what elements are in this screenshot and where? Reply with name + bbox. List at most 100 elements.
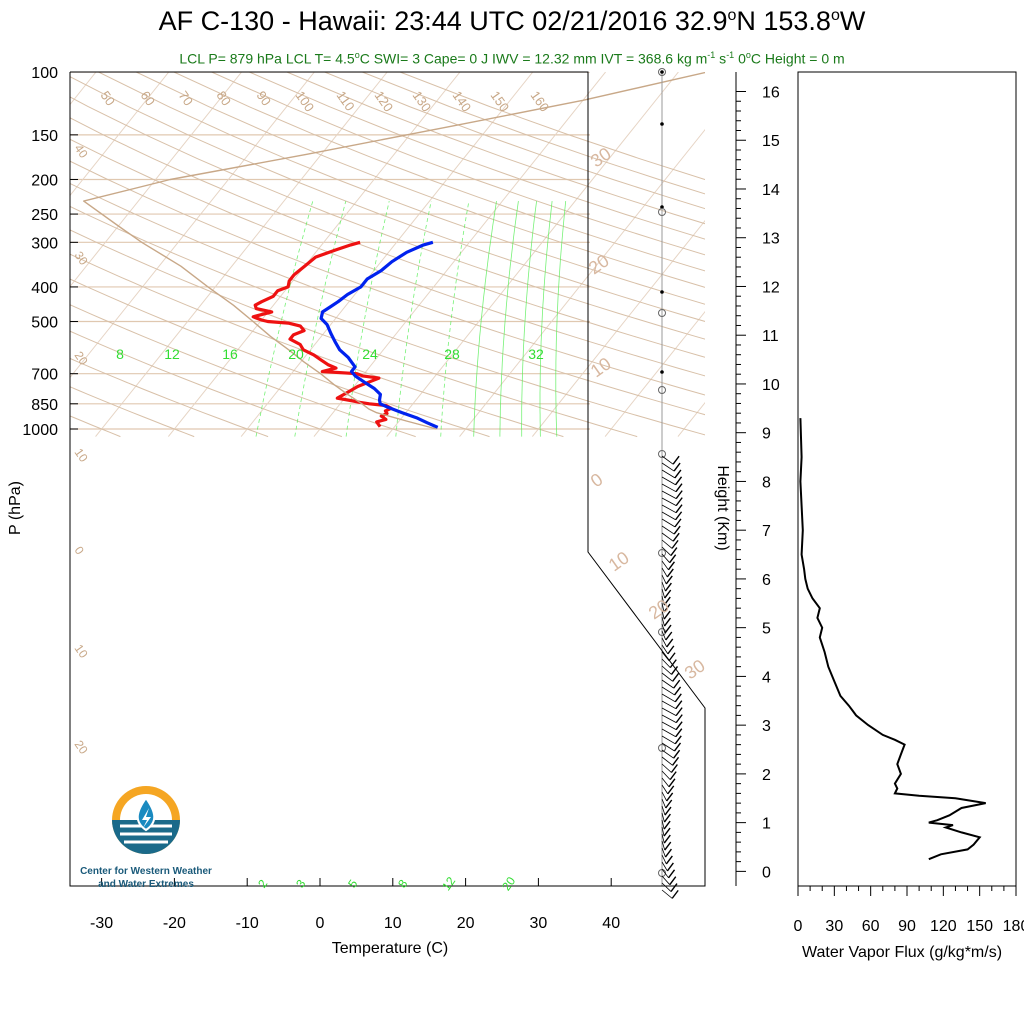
wind-barb-flag <box>664 582 672 592</box>
height-tick-label: 11 <box>762 328 779 345</box>
wind-barb-flag <box>675 700 683 710</box>
wind-barb-flag <box>673 679 681 689</box>
wind-barb-flag <box>666 862 674 872</box>
flux-axes-frame <box>797 71 1017 887</box>
isotherm <box>95 72 388 437</box>
dry-adiabat-right-label: 0 <box>587 469 607 491</box>
x-tick-label: -10 <box>236 915 259 932</box>
wind-barb <box>661 812 665 823</box>
wind-barb <box>661 847 666 858</box>
height-tick-label: 10 <box>762 377 780 394</box>
calm-dot <box>660 70 664 74</box>
wind-barb <box>661 749 674 759</box>
height-tick-label: 13 <box>762 231 780 248</box>
wind-barb-flag <box>666 792 674 802</box>
x-tick-label: 10 <box>384 915 402 932</box>
mixing-ratio-top-label: 32 <box>528 346 544 362</box>
height-tick-label: 1 <box>762 816 771 833</box>
wind-barb-flag <box>675 497 683 507</box>
cw3e-logo: Center for Western Weather and Water Ext… <box>80 786 212 890</box>
dry-adiabat-label: 150 <box>488 88 513 114</box>
wind-barb-flag <box>663 820 671 830</box>
wind-barb-flag <box>663 610 671 620</box>
wind-barb <box>661 756 673 766</box>
x-tick-label: -30 <box>90 915 113 932</box>
wind-barb <box>661 469 676 479</box>
dry-adiabat <box>70 357 269 438</box>
height-tick-label: 14 <box>762 182 780 199</box>
flux-tick-label: 120 <box>930 918 957 935</box>
wind-barb-flag <box>663 617 672 627</box>
mixing-ratio-top-label: 28 <box>444 346 460 362</box>
wind-barb <box>661 644 669 655</box>
dry-adiabat <box>70 138 705 377</box>
wind-barb-flag <box>675 504 683 514</box>
y-tick-label: 200 <box>31 172 58 189</box>
dry-adiabat-side-label: 10 <box>72 446 91 465</box>
y-tick-label: 300 <box>31 235 58 252</box>
wind-barb-flag <box>663 813 671 823</box>
dry-adiabat <box>70 253 564 438</box>
wind-barb-flag <box>663 834 671 844</box>
y-tick-label: 250 <box>31 207 58 224</box>
flux-tick-label: 60 <box>862 918 880 935</box>
isotherm <box>70 72 242 288</box>
wind-barb-flag <box>672 672 680 682</box>
series-wv-flux <box>799 418 986 861</box>
dry-adiabat-right-label: 10 <box>605 547 633 575</box>
x-axis-label: Temperature (C) <box>332 940 448 957</box>
mixing-ratio-top-label: 20 <box>288 346 304 362</box>
wind-barb <box>661 742 675 752</box>
height-tick-label: 7 <box>762 523 771 540</box>
x-tick-label: 20 <box>457 915 475 932</box>
mixing-ratio-top-label: 24 <box>362 346 378 362</box>
wind-barb <box>661 567 668 578</box>
dry-adiabat <box>98 72 705 305</box>
mixing-ratio-top-label: 8 <box>116 346 124 362</box>
mixing-ratio-line <box>440 201 470 437</box>
calm-dot <box>660 122 664 126</box>
series-parcel <box>82 72 705 430</box>
height-axis-label: Height (Km) <box>714 465 731 550</box>
wind-barb-flag <box>665 855 673 865</box>
wind-barb-flag <box>665 631 673 641</box>
wind-barb <box>661 553 670 563</box>
wind-barb-flag <box>675 511 683 521</box>
calm-dot <box>660 370 664 374</box>
wind-barb <box>661 672 673 682</box>
wind-barb-flag <box>664 806 672 816</box>
isotherm <box>531 219 705 437</box>
isotherm <box>0 72 23 437</box>
y-tick-label: 150 <box>31 128 58 145</box>
height-tick-label: 0 <box>762 864 771 881</box>
sounding-stats-subtitle: LCL P= 879 hPa LCL T= 4.5oC SWI= 3 Cape=… <box>179 50 845 67</box>
wind-barb-flag <box>673 749 681 759</box>
dry-adiabat <box>70 96 705 340</box>
wind-barb <box>661 714 677 723</box>
wind-barb <box>661 574 667 585</box>
wind-barb-flag <box>674 518 682 528</box>
wind-barb-flag <box>667 785 675 795</box>
wind-barb-flag <box>670 547 678 556</box>
isotherm <box>167 72 461 437</box>
dry-adiabat-label: 50 <box>98 88 119 108</box>
wind-barb-flag <box>675 707 683 717</box>
wind-barb <box>661 875 671 885</box>
logo-text-line1: Center for Western Weather <box>80 866 212 877</box>
wind-barb <box>661 518 676 528</box>
height-tick-label: 8 <box>762 474 771 491</box>
y-tick-label: 850 <box>31 397 58 414</box>
wind-barb <box>661 791 668 802</box>
dry-adiabat <box>324 72 705 210</box>
wind-barb <box>661 805 666 816</box>
mixing-ratio-line <box>473 201 497 437</box>
dry-adiabat <box>70 229 638 438</box>
wind-barb-flag <box>674 735 682 745</box>
wind-barb-flag <box>671 756 680 766</box>
dry-adiabat-label: 70 <box>176 88 197 108</box>
wind-barb-flag <box>663 603 671 613</box>
dry-adiabat <box>211 72 705 256</box>
wind-barb-flag <box>671 889 679 899</box>
wind-barb-flag <box>672 455 680 465</box>
